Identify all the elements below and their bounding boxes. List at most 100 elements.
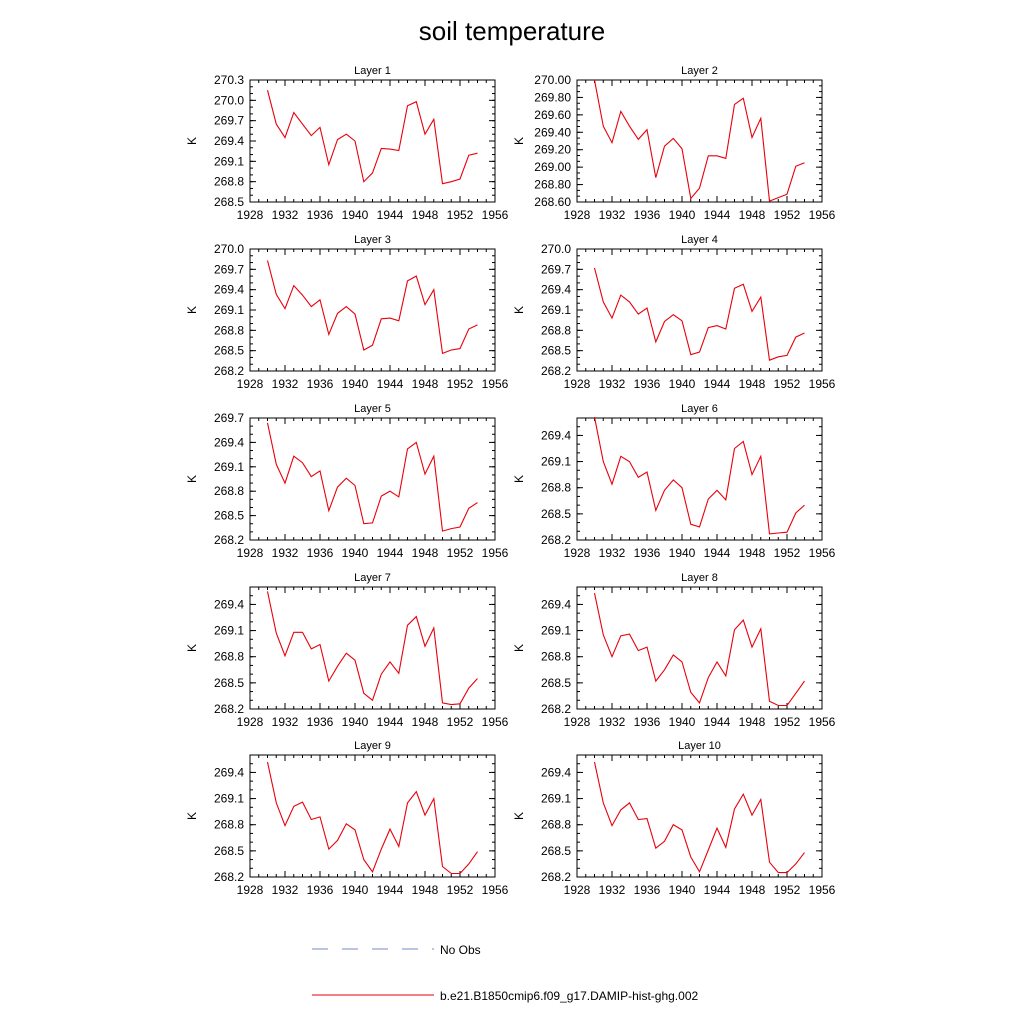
x-tick-label: 1952 [447,883,474,897]
y-tick-label: 269.7 [214,411,244,425]
x-tick-label: 1928 [564,208,591,222]
x-tick-label: 1932 [599,546,626,560]
panel-8: Layer 8 K 1928 1932 1936 1940 1944 1948 1952 1956… [512,572,836,729]
panel-title: Layer 10 [678,740,721,752]
y-tick-label: 269.4 [214,765,244,779]
y-tick-label: 268.8 [214,484,244,498]
panel-2: Layer 2 K 1928 1932 1936 1940 1944 1948 1952 1956… [512,65,836,222]
panel-5: Layer 5 K 1928 1932 1936 1940 1944 1948 1952 1956… [185,403,509,560]
x-tick-label: 1948 [412,715,439,729]
legend-label-obs: No Obs [440,943,481,957]
x-tick-label: 1928 [564,377,591,391]
x-tick-label: 1928 [564,883,591,897]
panel-grid: Layer 1 K 1928 1932 1936 1940 1944 1948 1952 1956… [185,65,836,897]
x-tick-label: 1932 [272,377,299,391]
x-tick-label: 1940 [669,715,696,729]
y-tick-label: 268.5 [214,676,244,690]
x-tick-label: 1932 [272,208,299,222]
y-tick-label: 268.2 [541,364,571,378]
panel-3: Layer 3 K 1928 1932 1936 1940 1944 1948 1952 1956… [185,234,509,391]
x-tick-label: 1948 [412,377,439,391]
series-line [266,761,478,875]
plot-frame [249,248,496,372]
x-tick-label: 1932 [599,883,626,897]
x-tick-label: 1940 [669,883,696,897]
x-tick-label: 1948 [739,208,766,222]
x-tick-label: 1928 [237,715,264,729]
x-tick-label: 1936 [634,377,661,391]
x-tick-label: 1928 [237,546,264,560]
x-tick-label: 1948 [739,883,766,897]
x-tick-label: 1944 [704,883,731,897]
y-axis-label: K [512,306,526,314]
x-tick-label: 1956 [809,715,836,729]
x-tick-label: 1944 [377,883,404,897]
x-tick-label: 1932 [599,715,626,729]
y-axis-label: K [185,306,199,314]
x-tick-label: 1936 [634,208,661,222]
x-tick-label: 1952 [774,546,801,560]
panel-1: Layer 1 K 1928 1932 1936 1940 1944 1948 1952 1956… [185,65,509,222]
x-tick-label: 1944 [704,546,731,560]
y-tick-label: 269.60 [534,108,571,122]
y-tick-label: 268.2 [541,702,571,716]
panel-4: Layer 4 K 1928 1932 1936 1940 1944 1948 1952 1956… [512,234,836,391]
series-line [593,79,805,202]
x-tick-label: 1952 [774,715,801,729]
x-tick-label: 1956 [809,377,836,391]
y-tick-label: 269.1 [541,303,571,317]
x-tick-label: 1956 [482,377,509,391]
x-tick-label: 1944 [704,377,731,391]
y-tick-label: 268.80 [534,178,571,192]
x-tick-label: 1956 [482,715,509,729]
x-tick-label: 1936 [634,715,661,729]
y-tick-label: 268.8 [541,818,571,832]
x-tick-label: 1936 [634,883,661,897]
x-tick-label: 1928 [237,883,264,897]
y-axis-label: K [185,475,199,483]
y-tick-label: 269.1 [541,624,571,638]
panel-title: Layer 8 [681,572,718,584]
x-tick-label: 1928 [237,377,264,391]
x-tick-label: 1944 [704,208,731,222]
y-tick-label: 269.1 [214,792,244,806]
y-tick-label: 269.4 [214,597,244,611]
x-tick-label: 1944 [377,715,404,729]
x-tick-label: 1952 [447,208,474,222]
y-tick-label: 268.8 [541,481,571,495]
series-line [593,592,805,707]
x-tick-label: 1944 [377,546,404,560]
y-tick-label: 270.0 [214,242,244,256]
x-tick-label: 1944 [704,715,731,729]
y-axis-label: K [512,812,526,820]
x-tick-label: 1948 [412,546,439,560]
panel-6: Layer 6 K 1928 1932 1936 1940 1944 1948 1952 1956… [512,403,836,560]
series-line [593,761,805,874]
y-axis-label: K [185,137,199,145]
y-tick-label: 269.4 [541,765,571,779]
y-tick-label: 269.80 [534,90,571,104]
legend: No Obs b.e21.B1850cmip6.f09_g17.DAMIP-his… [312,943,698,1003]
x-tick-label: 1932 [272,715,299,729]
plot-frame [249,586,496,710]
y-tick-label: 269.1 [214,154,244,168]
y-tick-label: 269.20 [534,143,571,157]
plot-frame [576,248,823,372]
y-axis-label: K [512,644,526,652]
panel-title: Layer 7 [354,572,391,584]
y-tick-label: 269.4 [541,283,571,297]
x-tick-label: 1932 [599,208,626,222]
y-tick-label: 268.2 [214,364,244,378]
x-tick-label: 1944 [377,377,404,391]
x-tick-label: 1936 [634,546,661,560]
y-tick-label: 269.00 [534,160,571,174]
y-tick-label: 268.8 [541,323,571,337]
plot-frame [576,586,823,710]
y-tick-label: 269.7 [214,114,244,128]
series-line [266,591,478,706]
x-tick-label: 1936 [307,377,334,391]
x-tick-label: 1948 [739,715,766,729]
x-tick-label: 1936 [307,546,334,560]
y-tick-label: 268.5 [541,344,571,358]
y-tick-label: 268.5 [214,509,244,523]
